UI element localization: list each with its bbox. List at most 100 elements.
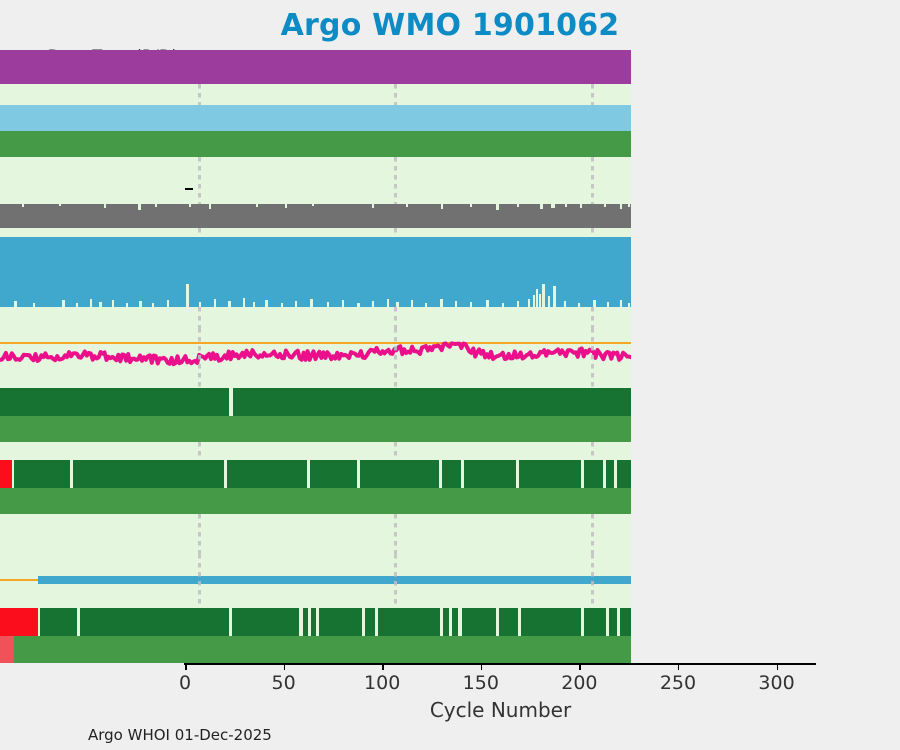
psal-qc-segment <box>232 608 299 636</box>
pres-qc-segment <box>0 388 229 416</box>
gridline-100 <box>198 157 201 204</box>
psal-qc-segment <box>378 608 440 636</box>
pres-zero-line <box>0 342 631 344</box>
y-tick-ctd <box>185 188 193 190</box>
band-psal-adjustment <box>0 554 631 608</box>
x-axis-line <box>184 663 816 665</box>
band-position-qc <box>0 131 631 157</box>
temp-qc-segment <box>617 460 631 488</box>
x-tick-label: 100 <box>364 672 401 694</box>
profile-depth-bars <box>0 237 631 307</box>
gridline-200 <box>394 157 397 204</box>
temp-qc-segment <box>73 460 224 488</box>
pres-qc-segment <box>233 388 631 416</box>
date-type-fill <box>0 50 631 84</box>
x-tick <box>185 663 187 670</box>
page-title: Argo WMO 1901062 <box>280 8 620 43</box>
gridline-200 <box>394 84 397 105</box>
x-tick-label: 0 <box>178 672 192 694</box>
positioning-system-fill <box>0 105 631 131</box>
footer-credit: Argo WHOI 01-Dec-2025 <box>88 726 272 744</box>
x-tick <box>677 663 680 670</box>
temp-qc-segment-bad <box>0 460 12 488</box>
gridline-200 <box>394 328 397 388</box>
temp-qc-segment <box>464 460 516 488</box>
gridline-300 <box>591 554 594 608</box>
band-spacer-5 <box>0 442 631 460</box>
psal-qc-segment <box>462 608 496 636</box>
psal-qc-segment <box>319 608 362 636</box>
temp-qc-segment <box>360 460 439 488</box>
x-tick-label: 250 <box>659 672 697 694</box>
psal-qc-segment <box>584 608 606 636</box>
temp-qc-segment <box>227 460 307 488</box>
x-tick-label: 50 <box>271 672 296 694</box>
x-tick-label: 200 <box>561 672 598 694</box>
band-profile-depth <box>0 237 631 307</box>
psal-qc-segment <box>443 608 449 636</box>
psal-qc-segment <box>452 608 458 636</box>
psal-qc-segment <box>80 608 229 636</box>
gridline-100 <box>198 228 201 237</box>
gridline-300 <box>591 228 594 237</box>
band-mode-psal-qc <box>0 636 631 663</box>
gridline-200 <box>394 307 397 328</box>
mode-temp-qc-fill <box>0 488 631 514</box>
psal-adjustment-trace <box>38 576 631 584</box>
ctd-levels-bars <box>0 204 631 228</box>
mode-psal-qc-good <box>14 636 631 663</box>
x-tick <box>480 663 483 670</box>
band-spacer-3 <box>0 228 631 237</box>
x-axis-label: Cycle Number <box>429 698 572 722</box>
psal-qc-segment <box>40 608 77 636</box>
gridline-300 <box>591 514 594 554</box>
band-date-type <box>0 50 631 84</box>
band-positioning-system <box>0 105 631 131</box>
gridline-300 <box>591 328 594 388</box>
gridline-200 <box>394 442 397 460</box>
band-profile-temp-qc <box>0 460 631 488</box>
pres-adjustment-trace <box>0 341 631 367</box>
psal-qc-segment-bad <box>0 608 38 636</box>
band-spacer-4 <box>0 307 631 328</box>
gridline-300 <box>591 157 594 204</box>
mode-psal-qc-bad <box>0 636 14 663</box>
gridline-100 <box>198 307 201 328</box>
temp-qc-segment <box>606 460 614 488</box>
gridline-100 <box>198 84 201 105</box>
band-number-ctd-levels <box>0 204 631 228</box>
temp-qc-segment <box>310 460 357 488</box>
gridline-200 <box>394 228 397 237</box>
psal-qc-segment <box>311 608 316 636</box>
band-pres-adjustment <box>0 328 631 388</box>
x-tick <box>382 663 384 670</box>
psal-qc-segment <box>365 608 375 636</box>
gridline-300 <box>591 442 594 460</box>
temp-qc-segment <box>14 460 70 488</box>
x-tick <box>579 663 581 670</box>
band-profile-pres-qc <box>0 388 631 416</box>
gridline-100 <box>198 554 201 608</box>
psal-qc-segment <box>521 608 581 636</box>
psal-qc-segment <box>609 608 617 636</box>
x-tick-label: 300 <box>758 672 795 694</box>
temp-qc-segment <box>442 460 461 488</box>
temp-qc-segment <box>519 460 581 488</box>
band-mode-temp-qc <box>0 488 631 514</box>
psal-qc-segment <box>620 608 631 636</box>
temp-qc-segment <box>584 460 603 488</box>
gridline-200 <box>394 514 397 554</box>
psal-qc-segment <box>499 608 518 636</box>
band-profile-psal-qc <box>0 608 631 636</box>
gridline-100 <box>198 328 201 388</box>
x-tick <box>776 663 779 670</box>
x-tick <box>283 663 286 670</box>
band-spacer-1 <box>0 84 631 105</box>
x-tick-label: 150 <box>462 672 499 694</box>
gridline-200 <box>394 554 397 608</box>
psal-qc-segment <box>303 608 308 636</box>
gridline-300 <box>591 84 594 105</box>
band-spacer-6 <box>0 514 631 554</box>
position-qc-fill <box>0 131 631 157</box>
